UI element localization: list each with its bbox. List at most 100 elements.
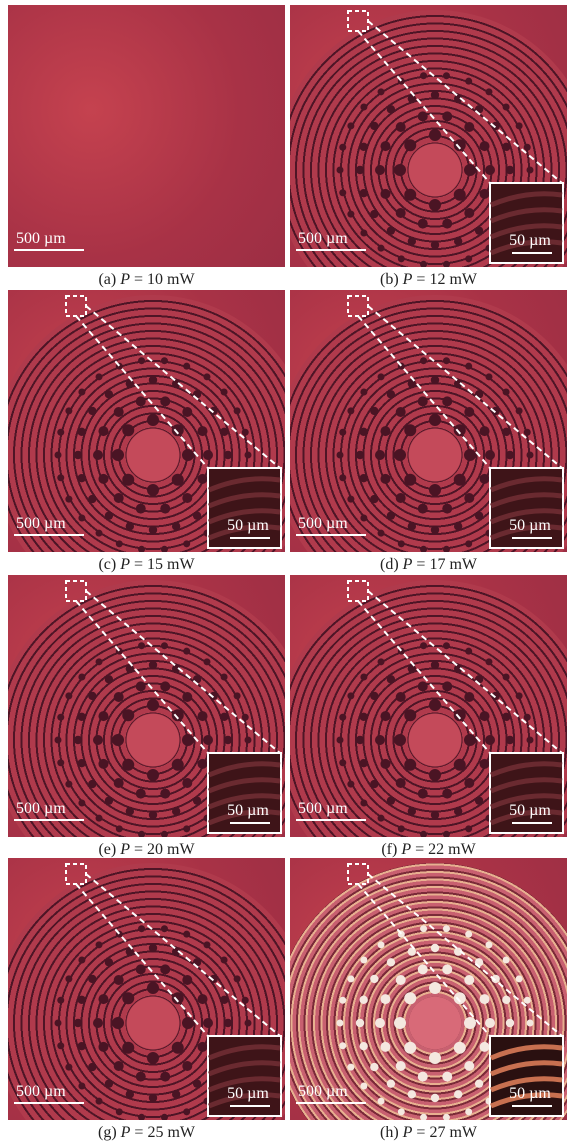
hole — [464, 122, 474, 132]
hole — [98, 474, 108, 484]
hole — [404, 189, 416, 201]
hole — [147, 699, 159, 711]
caption: (a) P = 10 mW — [8, 271, 285, 289]
hole — [203, 373, 210, 380]
zoom-box — [348, 581, 368, 601]
inset-scale-label: 50 µm — [227, 1085, 269, 1102]
hole — [524, 144, 531, 151]
hole — [398, 1108, 405, 1115]
caption-label: (c) — [98, 556, 116, 573]
hole — [442, 789, 452, 799]
hole — [88, 692, 96, 700]
panel-image: 50 µm500 µm — [8, 858, 285, 1120]
hole — [193, 511, 201, 519]
hole — [506, 451, 514, 459]
caption-variable: P — [120, 556, 130, 573]
hole — [74, 1019, 82, 1027]
hole — [126, 664, 134, 672]
hole — [454, 139, 466, 151]
hole — [359, 713, 367, 721]
hole — [74, 736, 82, 744]
hole — [98, 1042, 108, 1052]
caption-label: (f) — [381, 841, 397, 858]
hole — [527, 167, 534, 174]
hole — [442, 504, 452, 514]
zoom-line — [86, 591, 280, 753]
hole — [387, 511, 395, 519]
hole — [183, 825, 190, 832]
hole — [465, 78, 472, 85]
hole — [221, 957, 228, 964]
hole — [198, 426, 208, 436]
hole — [193, 1079, 201, 1087]
zoom-box — [66, 864, 86, 884]
hole — [138, 642, 145, 649]
hole — [431, 661, 439, 669]
hole — [464, 778, 474, 788]
caption-label: (e) — [98, 841, 116, 858]
hole — [182, 407, 192, 417]
hole — [136, 1072, 146, 1082]
hole — [339, 1042, 346, 1049]
hole — [221, 389, 228, 396]
hole — [429, 982, 441, 994]
hole — [524, 714, 531, 721]
hole — [420, 1114, 427, 1120]
hole — [138, 831, 145, 837]
hole — [480, 189, 490, 199]
caption-label: (b) — [380, 271, 399, 288]
hole — [356, 736, 364, 744]
hole — [431, 811, 439, 819]
hole — [396, 692, 406, 702]
hole — [465, 255, 472, 262]
hole — [387, 796, 395, 804]
hole — [122, 424, 134, 436]
hole — [182, 1017, 194, 1029]
caption-text: = 12 mW — [416, 271, 477, 288]
hole — [337, 452, 344, 459]
hole — [55, 737, 62, 744]
hole — [183, 931, 190, 938]
hole — [149, 944, 157, 952]
hole — [418, 111, 428, 121]
hole — [136, 789, 146, 799]
hole — [442, 964, 452, 974]
inset-scale-label: 50 µm — [227, 802, 269, 819]
zoom-box — [66, 296, 86, 316]
hole — [429, 129, 441, 141]
caption-label: (h) — [380, 1124, 399, 1141]
hole — [182, 449, 194, 461]
hole — [443, 642, 450, 649]
caption: (h) P = 27 mW — [290, 1124, 567, 1142]
hole — [172, 474, 184, 486]
hole — [234, 407, 241, 414]
hole — [527, 737, 534, 744]
hole — [136, 396, 146, 406]
hole — [93, 450, 103, 460]
panel-image: 50 µm500 µm — [290, 575, 567, 837]
hole — [443, 261, 450, 267]
hole — [503, 674, 510, 681]
hole — [454, 759, 466, 771]
hole — [65, 496, 72, 503]
hole — [404, 709, 416, 721]
hole — [198, 994, 208, 1004]
hole — [161, 925, 168, 932]
hole — [160, 789, 170, 799]
hole — [77, 759, 85, 767]
hole — [221, 674, 228, 681]
hole — [506, 166, 514, 174]
hole — [394, 734, 406, 746]
hole — [442, 219, 452, 229]
hole — [464, 164, 476, 176]
hole — [105, 958, 113, 966]
caption-variable: P — [121, 1124, 131, 1141]
hole — [429, 699, 441, 711]
hole — [408, 664, 416, 672]
hole — [105, 511, 113, 519]
hole — [88, 1063, 96, 1071]
hole — [398, 540, 405, 547]
hole — [375, 450, 385, 460]
hole — [480, 426, 490, 436]
